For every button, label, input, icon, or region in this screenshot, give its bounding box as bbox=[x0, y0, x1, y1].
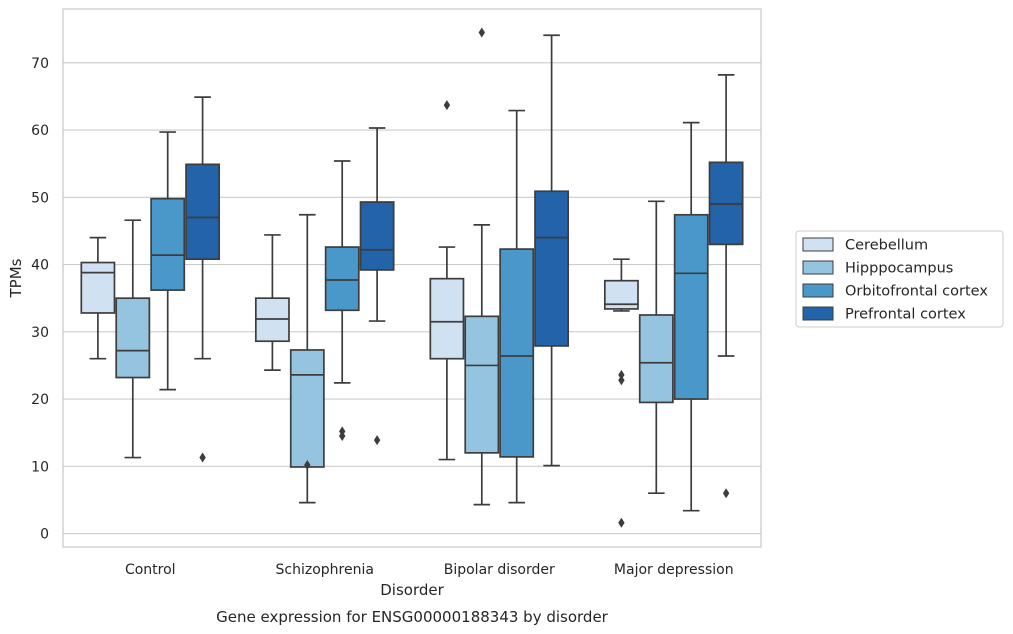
legend-items: Cerebellum Hipppocampus Orbitofrontal cort… bbox=[802, 237, 988, 323]
box-cerebellum bbox=[429, 100, 465, 461]
legend-label: Orbitofrontal cortex bbox=[845, 284, 988, 300]
x-tick-label: Bipolar disorder bbox=[444, 562, 555, 578]
box-cerebellum bbox=[254, 234, 290, 371]
x-axis-label: Disorder bbox=[380, 581, 444, 599]
y-axis-label: TPMs bbox=[7, 258, 25, 298]
box-iqr bbox=[638, 314, 674, 404]
box-iqr bbox=[150, 197, 186, 291]
box-hipppocampus bbox=[115, 219, 151, 459]
y-axis-ticks: 0 10 20 30 40 50 60 70 bbox=[31, 56, 49, 543]
box-iqr bbox=[464, 315, 500, 454]
box-iqr bbox=[429, 277, 465, 360]
box-iqr bbox=[499, 248, 535, 458]
box-prefrontal-cortex bbox=[708, 74, 744, 499]
box-iqr bbox=[185, 163, 221, 261]
box-orbitofrontal-cortex bbox=[150, 131, 186, 391]
x-tick-label: Schizophrenia bbox=[276, 562, 374, 578]
legend-label: Prefrontal cortex bbox=[845, 307, 966, 323]
box-prefrontal-cortex bbox=[359, 127, 395, 446]
box-orbitofrontal-cortex bbox=[499, 109, 535, 504]
x-tick-label: Major depression bbox=[614, 562, 734, 578]
box-iqr bbox=[289, 349, 325, 468]
outlier-point bbox=[478, 27, 485, 38]
legend-swatch bbox=[802, 260, 834, 275]
box-hipppocampus bbox=[289, 213, 325, 504]
outlier-point bbox=[618, 369, 625, 380]
box-iqr bbox=[359, 201, 395, 271]
outlier-point bbox=[373, 435, 381, 446]
y-tick-label: 70 bbox=[31, 56, 49, 72]
outlier-point bbox=[304, 459, 311, 470]
box-orbitofrontal-cortex bbox=[324, 160, 360, 442]
y-tick-label: 60 bbox=[31, 123, 49, 139]
box-cerebellum bbox=[603, 258, 639, 528]
y-tick-label: 40 bbox=[31, 258, 49, 274]
box-cerebellum bbox=[80, 236, 116, 360]
box-hipppocampus bbox=[464, 27, 500, 506]
legend-swatch bbox=[802, 237, 834, 252]
legend-frame bbox=[795, 230, 1004, 328]
y-tick-label: 0 bbox=[40, 527, 49, 543]
outlier-point bbox=[618, 375, 625, 386]
box-iqr bbox=[80, 261, 116, 314]
plot-frame bbox=[62, 8, 762, 548]
legend-swatch bbox=[802, 306, 834, 321]
box-orbitofrontal-cortex bbox=[673, 121, 709, 512]
box-iqr bbox=[534, 190, 570, 347]
y-tick-label: 10 bbox=[31, 459, 49, 475]
x-tick-label: Control bbox=[125, 562, 176, 578]
outlier-point bbox=[339, 426, 346, 437]
box-iqr bbox=[324, 246, 360, 312]
box-iqr bbox=[673, 213, 709, 400]
plot-area bbox=[80, 27, 744, 528]
outlier-point bbox=[443, 100, 451, 111]
box-hipppocampus bbox=[638, 200, 674, 495]
legend-label: Cerebellum bbox=[845, 238, 928, 254]
legend-label: Hipppocampus bbox=[845, 261, 953, 277]
box-prefrontal-cortex bbox=[185, 96, 221, 463]
y-tick-label: 30 bbox=[31, 325, 49, 341]
outlier-point bbox=[618, 517, 625, 528]
outlier-point bbox=[722, 488, 730, 499]
outlier-point bbox=[199, 452, 206, 463]
chart-title: Gene expression for ENSG00000188343 by d… bbox=[216, 608, 609, 626]
box-prefrontal-cortex bbox=[534, 34, 570, 467]
y-tick-label: 20 bbox=[31, 392, 49, 408]
x-axis-ticks: Control Schizophrenia Bipolar disorder Majo… bbox=[125, 562, 734, 578]
box-iqr bbox=[115, 297, 151, 379]
legend-swatch bbox=[802, 283, 834, 298]
legend: Cerebellum Hipppocampus Orbitofrontal cort… bbox=[795, 230, 1004, 328]
y-tick-label: 50 bbox=[31, 190, 49, 206]
